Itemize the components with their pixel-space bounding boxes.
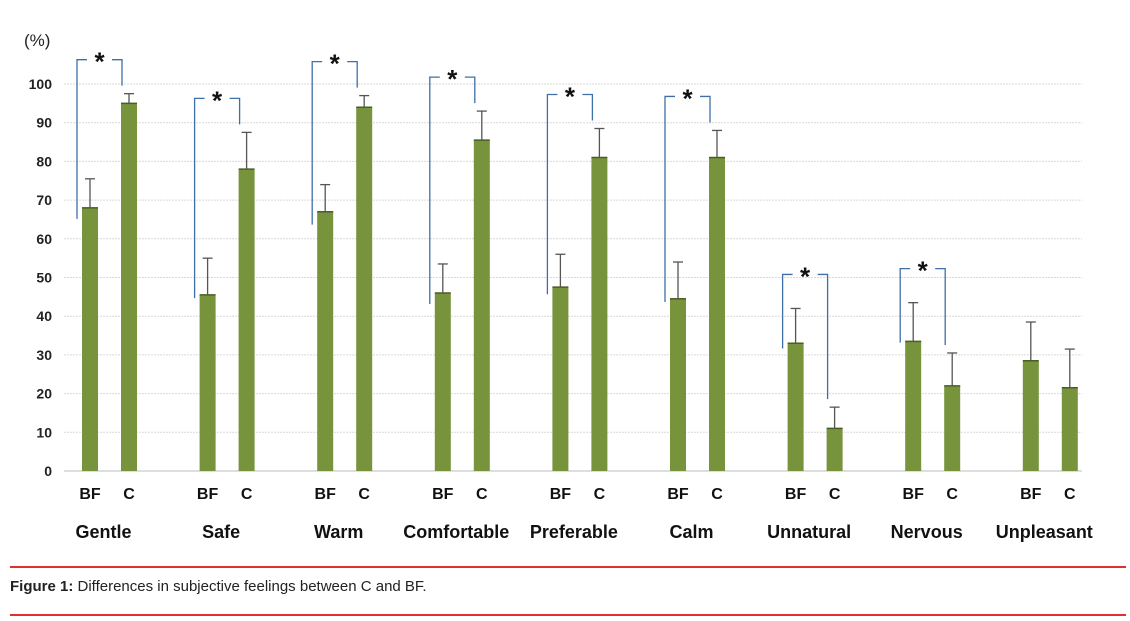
gridlines [64, 83, 1082, 472]
y-axis-label: (%) [24, 31, 50, 50]
group-label: Nervous [891, 522, 963, 542]
y-tick-label: 0 [44, 463, 52, 479]
significance-bracket [193, 97, 241, 299]
bar-c-preferable [591, 157, 608, 471]
bar-label: C [594, 486, 606, 503]
bar-label: BF [315, 486, 337, 503]
significance-star: * [682, 83, 693, 113]
bar-bf-warm [317, 211, 334, 471]
bar-label: BF [903, 486, 925, 503]
significance-star: * [330, 49, 341, 79]
bar-bf-gentle [82, 207, 98, 471]
bar-bf-safe [199, 294, 216, 471]
group-label: Safe [202, 522, 240, 542]
significance-star: * [212, 85, 223, 115]
bar-label: BF [197, 486, 219, 503]
caption-text: Differences in subjective feelings betwe… [73, 578, 427, 595]
y-tick-label: 20 [36, 386, 52, 402]
bar-label: BF [785, 486, 807, 503]
significance-star: * [447, 64, 458, 94]
bar-label: BF [667, 486, 689, 503]
bar-label: C [829, 486, 841, 503]
bar-label: C [241, 486, 253, 503]
significance-bracket [781, 273, 829, 400]
group-label: Unpleasant [996, 522, 1093, 542]
y-tick-label: 90 [36, 115, 52, 131]
x-labels: BF C Gentle BF C Safe BF C Warm BF C Comfortable BF C… [75, 486, 1092, 542]
group-label: Unnatural [767, 522, 851, 542]
y-tick-label: 80 [36, 153, 52, 169]
y-tick-label: 40 [36, 308, 52, 324]
significance-star: * [918, 256, 929, 286]
y-tick-labels: 0 10 20 30 40 50 60 70 80 90 100 [29, 76, 53, 479]
group-label: Comfortable [403, 522, 509, 542]
group-label: Warm [314, 522, 363, 542]
bar-bf-unpleasant [1022, 360, 1039, 471]
bar-bf-preferable [552, 287, 569, 471]
bar-c-unnatural [826, 428, 843, 471]
bar-c-nervous [944, 385, 961, 471]
bar-label: BF [550, 486, 572, 503]
bar-c-gentle [121, 103, 137, 471]
significance-bracket [664, 95, 711, 303]
figure-caption: Figure 1: Differences in subjective feel… [10, 578, 427, 595]
significance-brackets: * * * * * * * * [76, 47, 946, 400]
error-bars [85, 93, 1075, 429]
y-tick-label: 30 [36, 347, 52, 363]
bar-label: C [1064, 486, 1076, 503]
bar-label: BF [432, 486, 454, 503]
group-label: Preferable [530, 522, 618, 542]
bar-c-unpleasant [1061, 387, 1078, 471]
bar-bf-unnatural [787, 343, 804, 471]
bar-bf-comfortable [434, 292, 451, 471]
group-label: Gentle [75, 522, 131, 542]
significance-bracket [899, 268, 946, 345]
bar-label: C [711, 486, 723, 503]
bar-label: C [358, 486, 370, 503]
y-tick-label: 70 [36, 192, 52, 208]
significance-bracket [311, 60, 358, 225]
bars [82, 102, 1078, 472]
figure-caption-box: Figure 1: Differences in subjective feel… [10, 566, 1126, 616]
y-tick-label: 50 [36, 270, 52, 286]
y-tick-label: 10 [36, 424, 52, 440]
y-tick-label: 100 [29, 76, 53, 92]
group-label: Calm [669, 522, 713, 542]
caption-label: Figure 1: [10, 578, 74, 595]
bar-c-safe [238, 169, 255, 471]
significance-bracket [429, 76, 476, 304]
bar-bf-nervous [905, 341, 922, 471]
bar-label: C [476, 486, 488, 503]
significance-star: * [94, 47, 105, 77]
bar-bf-calm [670, 298, 686, 471]
bar-label: BF [1020, 486, 1042, 503]
significance-bracket [546, 93, 594, 295]
bar-c-calm [709, 157, 725, 471]
significance-star: * [800, 261, 811, 291]
bar-c-warm [356, 107, 373, 471]
bar-chart: (%) 0 10 20 30 40 50 60 70 80 90 100 * * * * * * * * BF C G… [24, 31, 1093, 542]
bar-label: C [123, 486, 135, 503]
bar-c-comfortable [473, 140, 490, 472]
significance-star: * [565, 82, 576, 112]
significance-bracket [76, 59, 123, 219]
bar-label: C [946, 486, 958, 503]
bar-label: BF [79, 486, 101, 503]
y-tick-label: 60 [36, 231, 52, 247]
